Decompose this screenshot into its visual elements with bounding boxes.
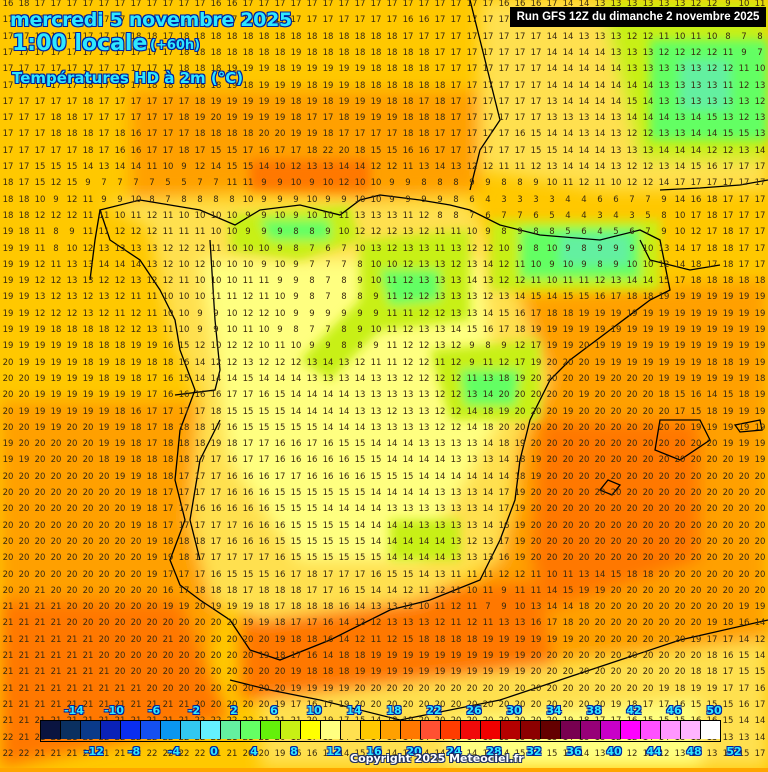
legend-label: 16 [366, 745, 382, 758]
legend-label: 40 [606, 745, 622, 758]
legend-label: 20 [406, 745, 422, 758]
legend-label: -14 [64, 704, 84, 717]
legend-swatch [561, 721, 581, 739]
legend-swatch [241, 721, 261, 739]
legend-label: 14 [346, 704, 362, 717]
legend-swatch [461, 721, 481, 739]
legend-swatch [121, 721, 141, 739]
legend-swatch [401, 721, 421, 739]
legend-swatch [101, 721, 121, 739]
legend-label: -4 [167, 745, 181, 758]
legend-swatch [521, 721, 541, 739]
legend-swatches [40, 720, 721, 742]
legend-label: 2 [230, 704, 238, 717]
legend-swatch [381, 721, 401, 739]
legend-label: 12 [326, 745, 342, 758]
legend-swatch [261, 721, 281, 739]
legend-label: 44 [646, 745, 662, 758]
legend-label: 22 [426, 704, 442, 717]
legend-label: 18 [386, 704, 402, 717]
legend-label: -6 [147, 704, 161, 717]
legend-swatch [601, 721, 621, 739]
legend-swatch [481, 721, 501, 739]
legend-swatch [701, 721, 720, 739]
variable-title: Températures HD à 2m (°C) [12, 69, 244, 87]
legend-swatch [161, 721, 181, 739]
legend-label: -12 [84, 745, 104, 758]
legend-swatch [361, 721, 381, 739]
legend-label: 24 [446, 745, 462, 758]
legend-swatch [41, 721, 61, 739]
legend-label: 30 [506, 704, 522, 717]
legend-label: 34 [546, 704, 562, 717]
legend-label: 8 [290, 745, 298, 758]
legend-label: 36 [566, 745, 582, 758]
legend-swatch [181, 721, 201, 739]
legend-label: 48 [686, 745, 702, 758]
copyright-notice: Copyright 2025 Meteociel.fr [350, 752, 524, 765]
legend-label: 26 [466, 704, 482, 717]
legend-swatch [81, 721, 101, 739]
legend-swatch [221, 721, 241, 739]
forecast-time: 1:00 locale [12, 31, 148, 56]
legend-label: -8 [127, 745, 141, 758]
legend-swatch [281, 721, 301, 739]
legend-label: 38 [586, 704, 602, 717]
legend-swatch [141, 721, 161, 739]
forecast-date: mercredi 5 novembre 2025 [10, 9, 292, 31]
legend-swatch [301, 721, 321, 739]
legend-label: 4 [250, 745, 258, 758]
legend-label: 10 [306, 704, 322, 717]
legend-swatch [621, 721, 641, 739]
legend-label: 6 [270, 704, 278, 717]
coastline [89, 0, 768, 721]
legend-label: 42 [626, 704, 642, 717]
legend-label: 50 [706, 704, 722, 717]
legend-label: 46 [666, 704, 682, 717]
legend-label: 0 [210, 745, 218, 758]
legend-swatch [201, 721, 221, 739]
model-run-label: Run GFS 12Z du dimanche 2 novembre 2025 [510, 7, 766, 27]
forecast-offset: (+60h) [150, 38, 201, 53]
legend-swatch [661, 721, 681, 739]
legend-swatch [341, 721, 361, 739]
legend-swatch [321, 721, 341, 739]
legend-swatch [581, 721, 601, 739]
legend-label: 28 [486, 745, 502, 758]
legend-swatch [61, 721, 81, 739]
legend-swatch [441, 721, 461, 739]
legend-swatch [681, 721, 701, 739]
legend-label: 32 [526, 745, 542, 758]
legend-label: -2 [187, 704, 201, 717]
legend-label: -10 [104, 704, 124, 717]
legend-swatch [641, 721, 661, 739]
legend-swatch [421, 721, 441, 739]
legend-swatch [541, 721, 561, 739]
legend-swatch [501, 721, 521, 739]
legend-label: 52 [726, 745, 742, 758]
